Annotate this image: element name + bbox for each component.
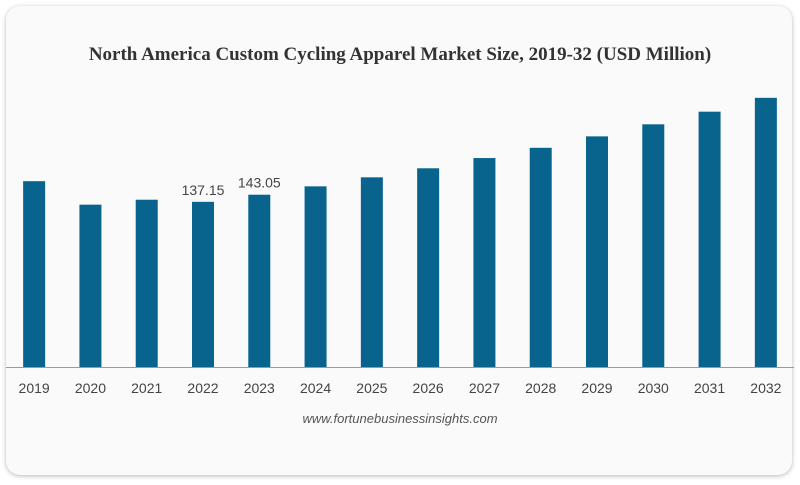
chart-title: North America Custom Cycling Apparel Mar… bbox=[88, 44, 712, 65]
x-tick-label-2031: 2031 bbox=[694, 380, 725, 396]
data-labels: 137.15 143.05 bbox=[182, 175, 281, 198]
bar-2020 bbox=[79, 204, 102, 367]
bar-2026 bbox=[417, 168, 440, 367]
x-tick-label-2021: 2021 bbox=[131, 380, 162, 396]
data-label-2023: 143.05 bbox=[238, 175, 281, 191]
x-tick-label-2030: 2030 bbox=[638, 380, 669, 396]
bar-2027 bbox=[473, 158, 496, 367]
x-tick-label-2019: 2019 bbox=[19, 380, 50, 396]
bar-2029 bbox=[586, 136, 608, 367]
x-tick-label-2023: 2023 bbox=[244, 380, 275, 396]
x-tick-label-2027: 2027 bbox=[469, 380, 500, 396]
x-tick-label-2032: 2032 bbox=[750, 380, 781, 396]
x-tick-label-2024: 2024 bbox=[300, 380, 331, 396]
x-tick-label-2028: 2028 bbox=[525, 380, 556, 396]
x-tick-label-2022: 2022 bbox=[187, 380, 218, 396]
bar-2024 bbox=[304, 186, 327, 367]
bar-2028 bbox=[529, 147, 552, 367]
bar-2019 bbox=[23, 181, 46, 367]
x-tick-label-2026: 2026 bbox=[413, 380, 444, 396]
bar-2025 bbox=[360, 177, 383, 367]
x-tick-labels: 2019 2020 2021 2022 2023 2024 2025 2026 2027 2028… bbox=[19, 380, 782, 396]
data-label-2022: 137.15 bbox=[182, 182, 225, 198]
bar-2031 bbox=[698, 111, 721, 368]
bar-2021 bbox=[135, 199, 158, 367]
bar-2030 bbox=[642, 124, 665, 367]
x-tick-label-2029: 2029 bbox=[581, 380, 612, 396]
bar-2023 bbox=[248, 194, 271, 367]
x-tick-label-2020: 2020 bbox=[75, 380, 106, 396]
source-url: www.fortunebusinessinsights.com bbox=[302, 411, 498, 426]
bar-2032 bbox=[754, 97, 777, 367]
bars-group bbox=[23, 97, 777, 368]
x-tick-label-2025: 2025 bbox=[356, 380, 387, 396]
bar-2022 bbox=[192, 201, 214, 367]
